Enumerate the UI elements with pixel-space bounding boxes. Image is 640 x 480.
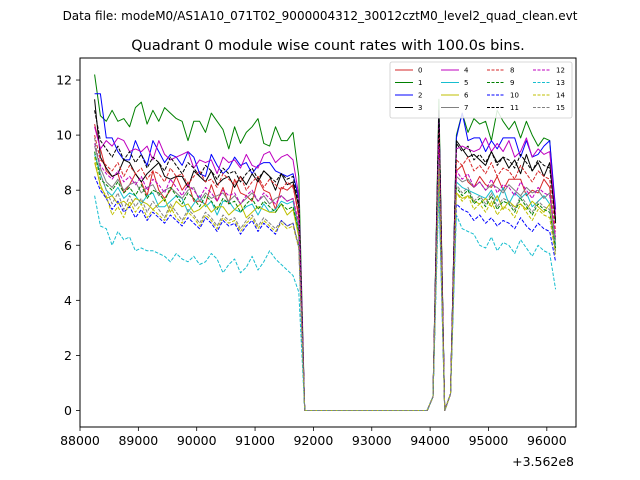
legend-label-11: 11 — [510, 104, 519, 112]
series-line-15 — [94, 137, 557, 411]
legend-label-1: 1 — [418, 79, 422, 87]
legend-label-13: 13 — [556, 79, 565, 87]
legend-label-8: 8 — [510, 67, 514, 75]
legend-label-12: 12 — [556, 67, 565, 75]
legend-label-3: 3 — [418, 104, 422, 112]
legend-label-9: 9 — [510, 79, 514, 87]
y-tick-label: 4 — [64, 293, 72, 308]
legend-label-14: 14 — [556, 92, 565, 100]
legend-box — [389, 61, 573, 119]
y-axis: 0 2 4 6 8 10 12 — [56, 73, 80, 418]
y-tick-label: 8 — [64, 183, 72, 198]
x-tick-label: 93000 — [352, 433, 392, 448]
x-tick-label: 95000 — [469, 433, 509, 448]
legend-label-10: 10 — [510, 92, 519, 100]
x-tick-label: 90000 — [177, 433, 217, 448]
x-tick-label: 91000 — [235, 433, 275, 448]
series-layer — [94, 74, 557, 411]
y-tick-label: 2 — [64, 348, 72, 363]
x-tick-label: 92000 — [294, 433, 334, 448]
legend-label-5: 5 — [464, 79, 468, 87]
x-tick-label: 88000 — [60, 433, 100, 448]
axes-frame — [79, 57, 577, 428]
y-tick-label: 0 — [64, 403, 72, 418]
legend-label-0: 0 — [418, 67, 422, 75]
legend-label-4: 4 — [464, 67, 469, 75]
chart-title: Quadrant 0 module wise count rates with … — [131, 38, 525, 54]
y-tick-label: 12 — [56, 73, 72, 88]
legend-label-7: 7 — [464, 104, 468, 112]
x-axis: 88000 89000 90000 91000 92000 93000 94000 95000… — [60, 427, 567, 448]
plot-area — [94, 74, 557, 411]
x-offset-label: +3.562e8 — [512, 454, 574, 469]
x-tick-label: 96000 — [527, 433, 567, 448]
series-line-9 — [94, 151, 557, 411]
x-tick-label: 94000 — [410, 433, 450, 448]
data-file-label: Data file: modeM0/AS1A10_071T02_90000043… — [63, 9, 578, 23]
legend-label-6: 6 — [464, 92, 469, 100]
y-tick-label: 10 — [56, 128, 72, 143]
legend-label-2: 2 — [418, 92, 422, 100]
y-tick-label: 6 — [64, 238, 72, 253]
legend-label-15: 15 — [556, 104, 565, 112]
x-tick-label: 89000 — [118, 433, 158, 448]
